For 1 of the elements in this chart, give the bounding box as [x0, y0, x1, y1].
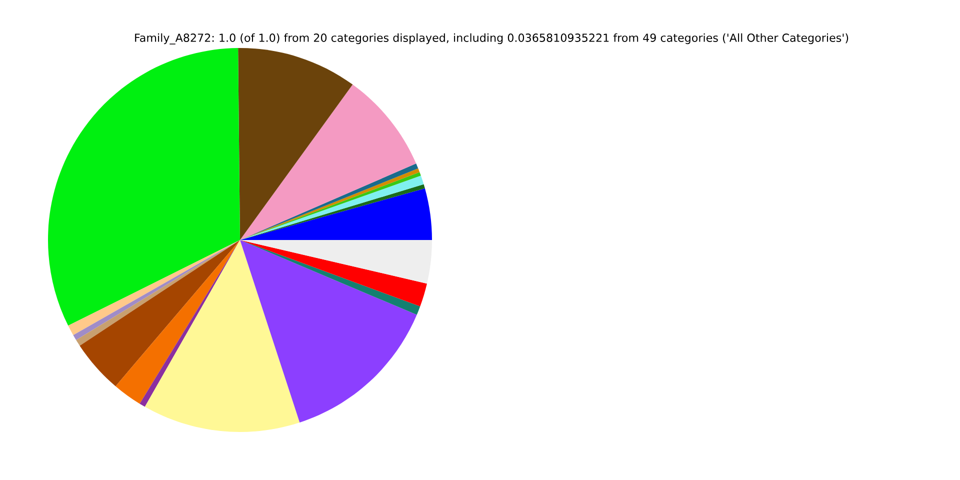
- text: Family_A8272: 1.0 (of 1.0) from 20 categories displayed, including 0.0365810935221 from 49 categories ('All Other Categories'): [135, 33, 848, 44]
